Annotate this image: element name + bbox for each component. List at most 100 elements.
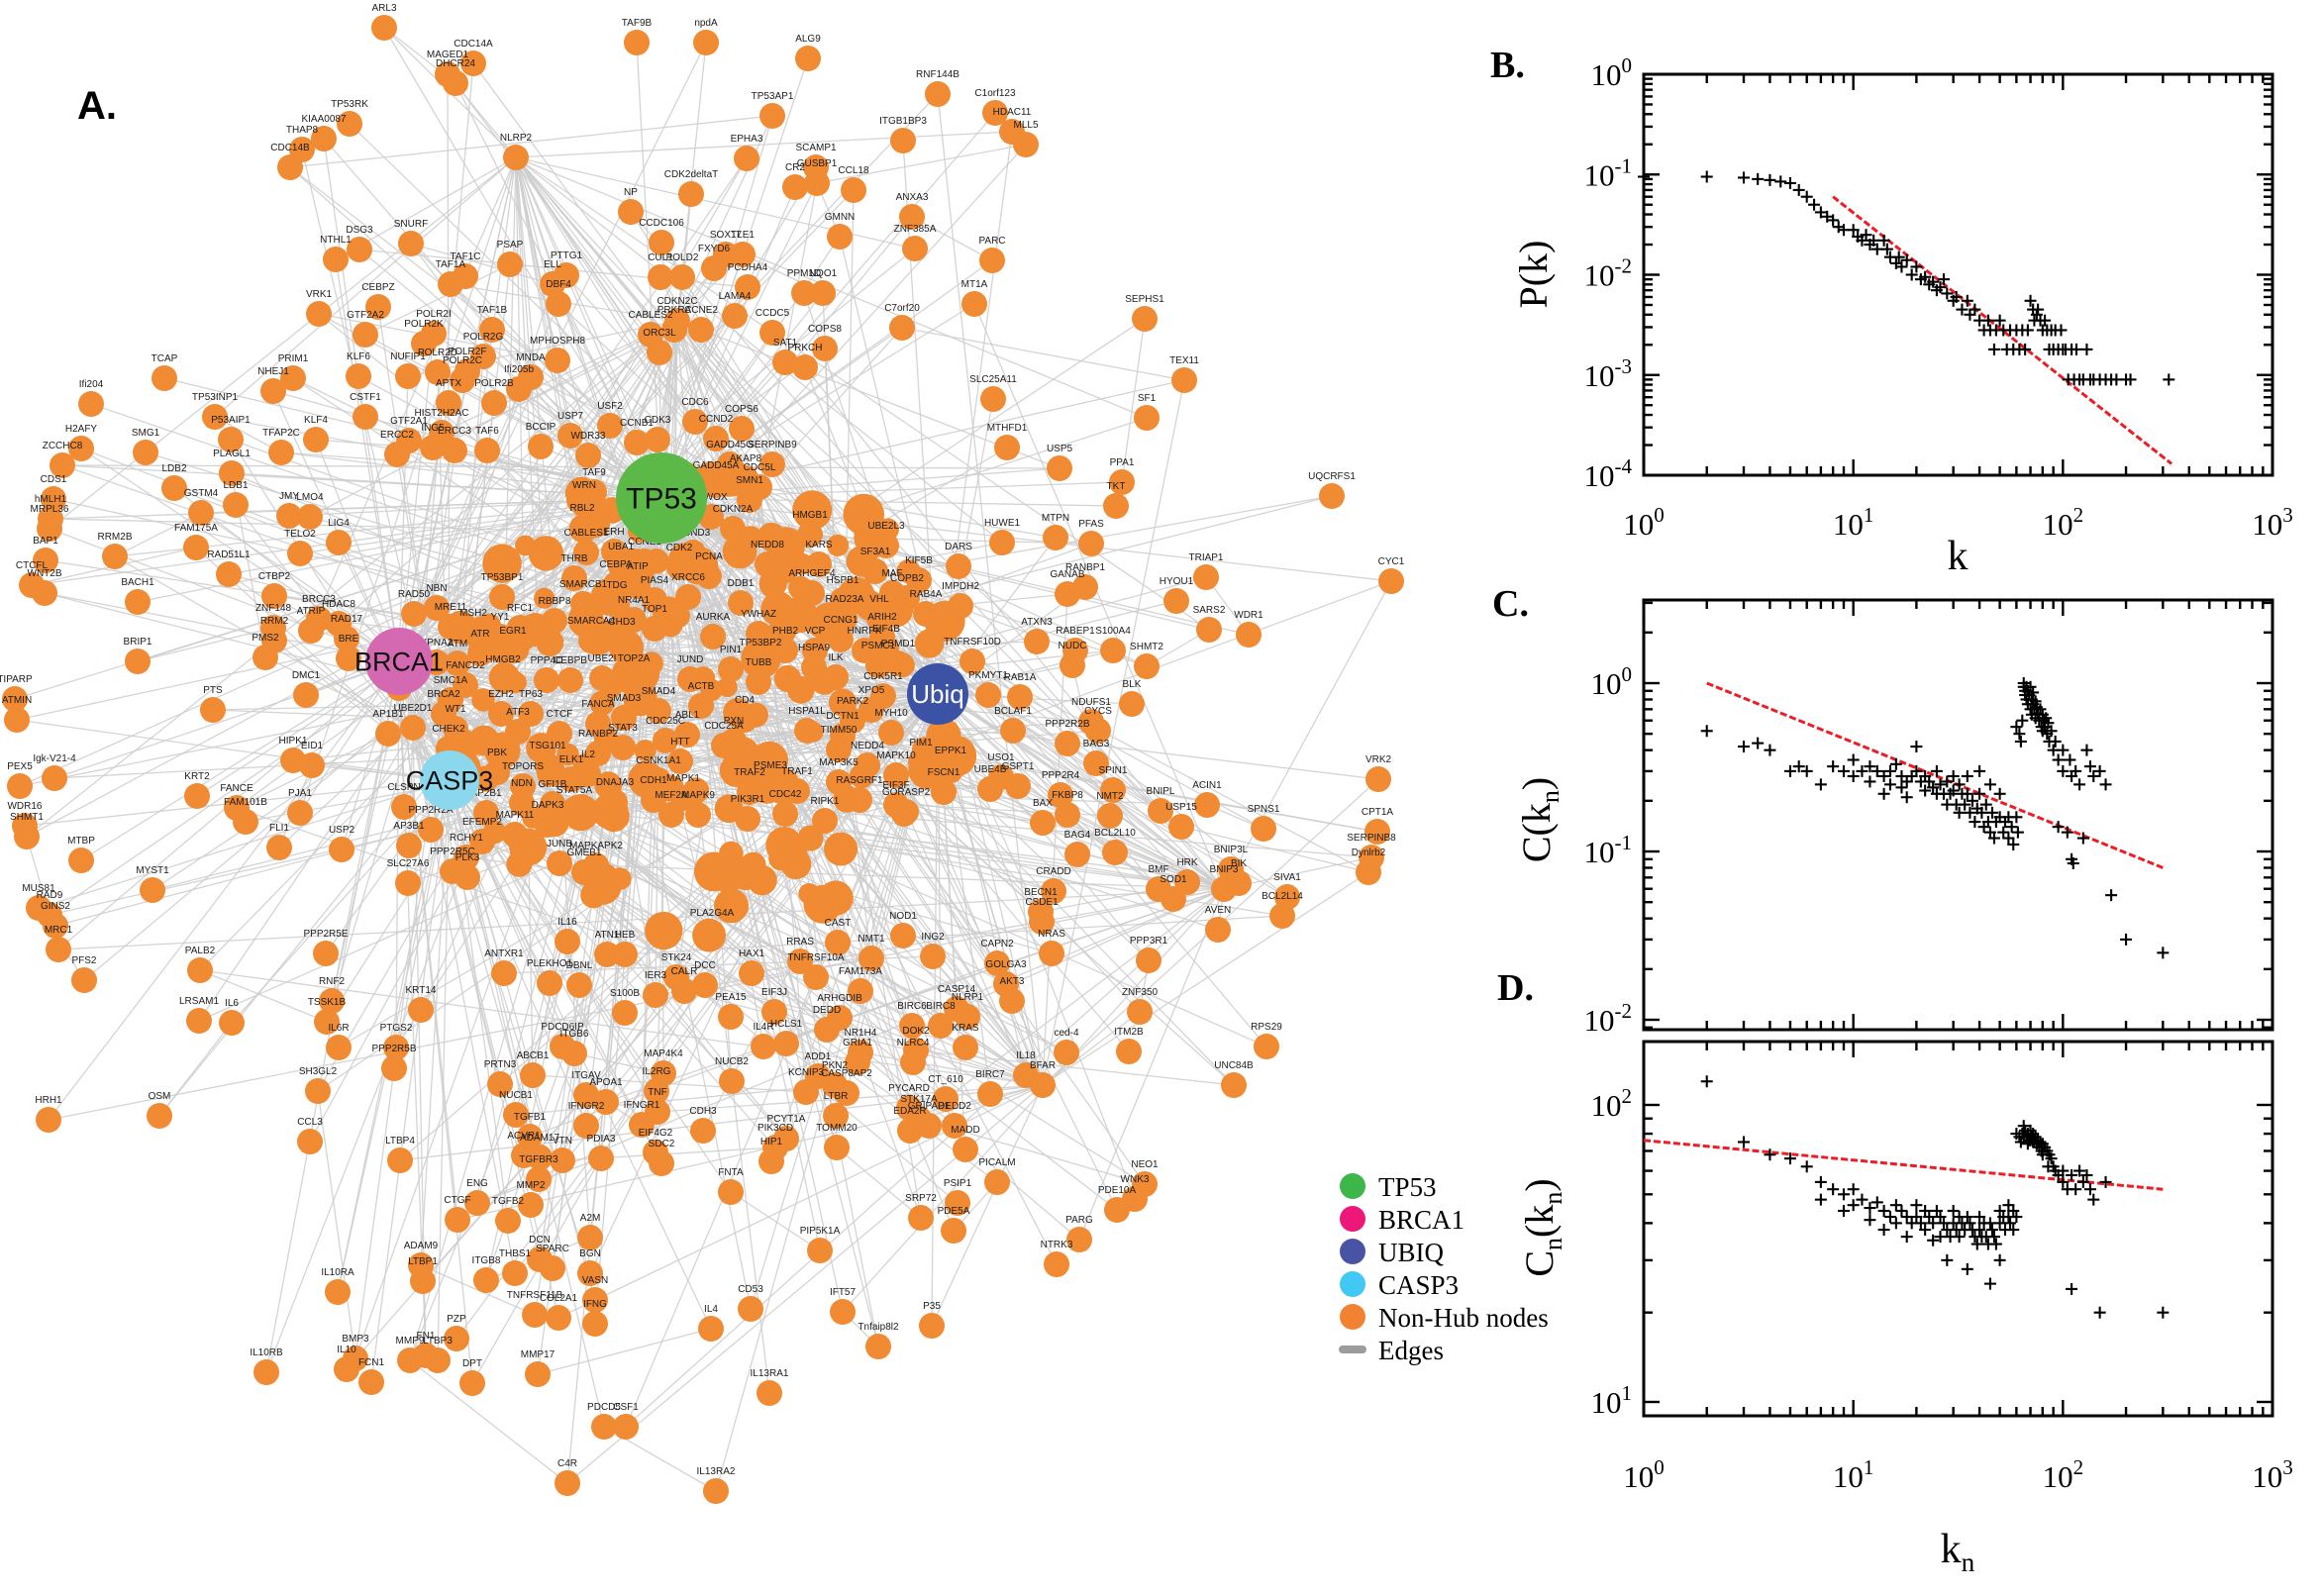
network-node-label: HEB [615, 930, 636, 941]
network-node [955, 1004, 980, 1030]
network-node-unlabeled [823, 832, 858, 866]
network-node [396, 833, 422, 858]
network-node-label: CDC5L [744, 462, 776, 473]
network-node-label: CTBP2 [258, 571, 291, 582]
network-node-label: MAP3K5 [819, 757, 858, 768]
network-node [593, 1089, 619, 1115]
network-node-label: GMEB1 [566, 848, 601, 858]
network-node-label: SF1 [1138, 393, 1157, 404]
network-node [1100, 777, 1126, 803]
ytick-label: 10-2 [1584, 999, 1633, 1038]
legend-label: UBIQ [1378, 1238, 1444, 1267]
network-node [479, 317, 505, 343]
network-node-label: IFNGR1 [624, 1100, 660, 1111]
network-node [578, 628, 604, 653]
network-node-label: S100B [610, 988, 640, 999]
network-node [999, 988, 1025, 1014]
network-node-label: ITGAV [571, 1070, 601, 1081]
network-node [718, 1004, 744, 1030]
network-node [467, 641, 493, 666]
network-node-label: CDK2deltaT [664, 169, 718, 180]
network-node-label: CDH3 [689, 1106, 717, 1117]
network-node-label: SLC25A11 [969, 374, 1017, 385]
network-node-label: BRE [339, 634, 359, 645]
network-node-label: KLF6 [347, 351, 370, 362]
network-node [555, 929, 580, 954]
legend-swatch-non-hub-nodes [1340, 1304, 1365, 1330]
network-node-label: MAF [881, 568, 902, 579]
network-node-label: CCNG1 [823, 615, 858, 626]
network-node-label: PPP2R5B [371, 1044, 416, 1054]
fit-line [1643, 1139, 2164, 1191]
network-node-label: BMF [1148, 864, 1168, 875]
network-node [946, 553, 971, 579]
network-node [102, 544, 128, 569]
network-node-label: SOD1 [1160, 874, 1187, 885]
network-node [436, 390, 461, 416]
network-node [305, 1078, 331, 1104]
network-node-label: LTBP1 [408, 1256, 438, 1267]
network-edge [515, 156, 583, 529]
network-node [648, 264, 673, 290]
network-edge [289, 115, 773, 168]
network-node-label: PICALM [978, 1157, 1015, 1168]
network-node-label: NTHL1 [320, 235, 352, 246]
network-node-label: CR2 [785, 162, 805, 173]
network-node [826, 769, 852, 795]
network-node-label: SERPINB8 [1347, 833, 1396, 844]
network-node [1356, 859, 1381, 885]
network-node [703, 472, 729, 498]
network-node-label: MAP4K4 [644, 1048, 683, 1059]
network-node-label: MPHOSPH8 [530, 336, 586, 347]
network-node-label: ENG [466, 1178, 488, 1189]
network-node-label: HYOU1 [1160, 576, 1194, 587]
network-node [823, 664, 849, 690]
network-node-label: TAF1A [436, 259, 466, 270]
network-node [460, 620, 486, 646]
network-edge [660, 497, 1058, 1265]
network-node [722, 303, 748, 329]
legend-label: TP53 [1378, 1172, 1437, 1202]
network-node-label: ATR [470, 629, 489, 640]
network-node [391, 794, 417, 820]
network-node-label: RABEP1 [1056, 626, 1095, 637]
network-edge [537, 1328, 712, 1375]
network-node-label: GRIPAP1 [908, 1101, 951, 1112]
legend-swatch-ubiq [1340, 1239, 1365, 1264]
network-node [33, 548, 58, 573]
network-node-label: BLK [1123, 679, 1142, 690]
plot-frame [1642, 1040, 2274, 1418]
network-node-label: Ifi205b [504, 364, 534, 375]
network-node-label: EGR1 [499, 626, 527, 637]
network-node-label: RIPK1 [811, 796, 840, 807]
network-edge [331, 660, 400, 1002]
network-node [738, 1296, 763, 1322]
network-node [43, 913, 68, 939]
network-node-label: SERPINB9 [748, 440, 797, 450]
network-node-label: NEDD8 [751, 540, 784, 550]
network-node-label: FCN1 [358, 1357, 385, 1368]
network-node-label: MSH2 [459, 608, 487, 619]
network-edge [573, 1052, 664, 1074]
network-node-label: IL4R [753, 1022, 773, 1033]
ytick-label: 10-1 [1584, 153, 1633, 192]
network-node-label: THAP8 [286, 125, 319, 136]
network-node-label: PTGS2 [380, 1023, 413, 1034]
network-edge [26, 320, 678, 838]
network-node-label: BNIP3 [1210, 864, 1239, 875]
network-node [1044, 1251, 1069, 1277]
network-node [573, 1113, 599, 1139]
network-node [757, 1380, 782, 1406]
network-node [1168, 814, 1194, 840]
network-node-label: RFC1 [507, 603, 534, 614]
network-edge [605, 888, 1225, 1103]
network-node [589, 665, 615, 691]
network-node [711, 733, 737, 758]
network-node [297, 1129, 323, 1154]
network-node-label: GSPT1 [1002, 761, 1035, 772]
network-node [395, 363, 421, 389]
network-node [293, 682, 319, 708]
network-node-label: ATRIP [297, 606, 326, 617]
network-node-label: TRAF1 [781, 766, 813, 777]
network-node-label: AURKA [696, 612, 731, 623]
